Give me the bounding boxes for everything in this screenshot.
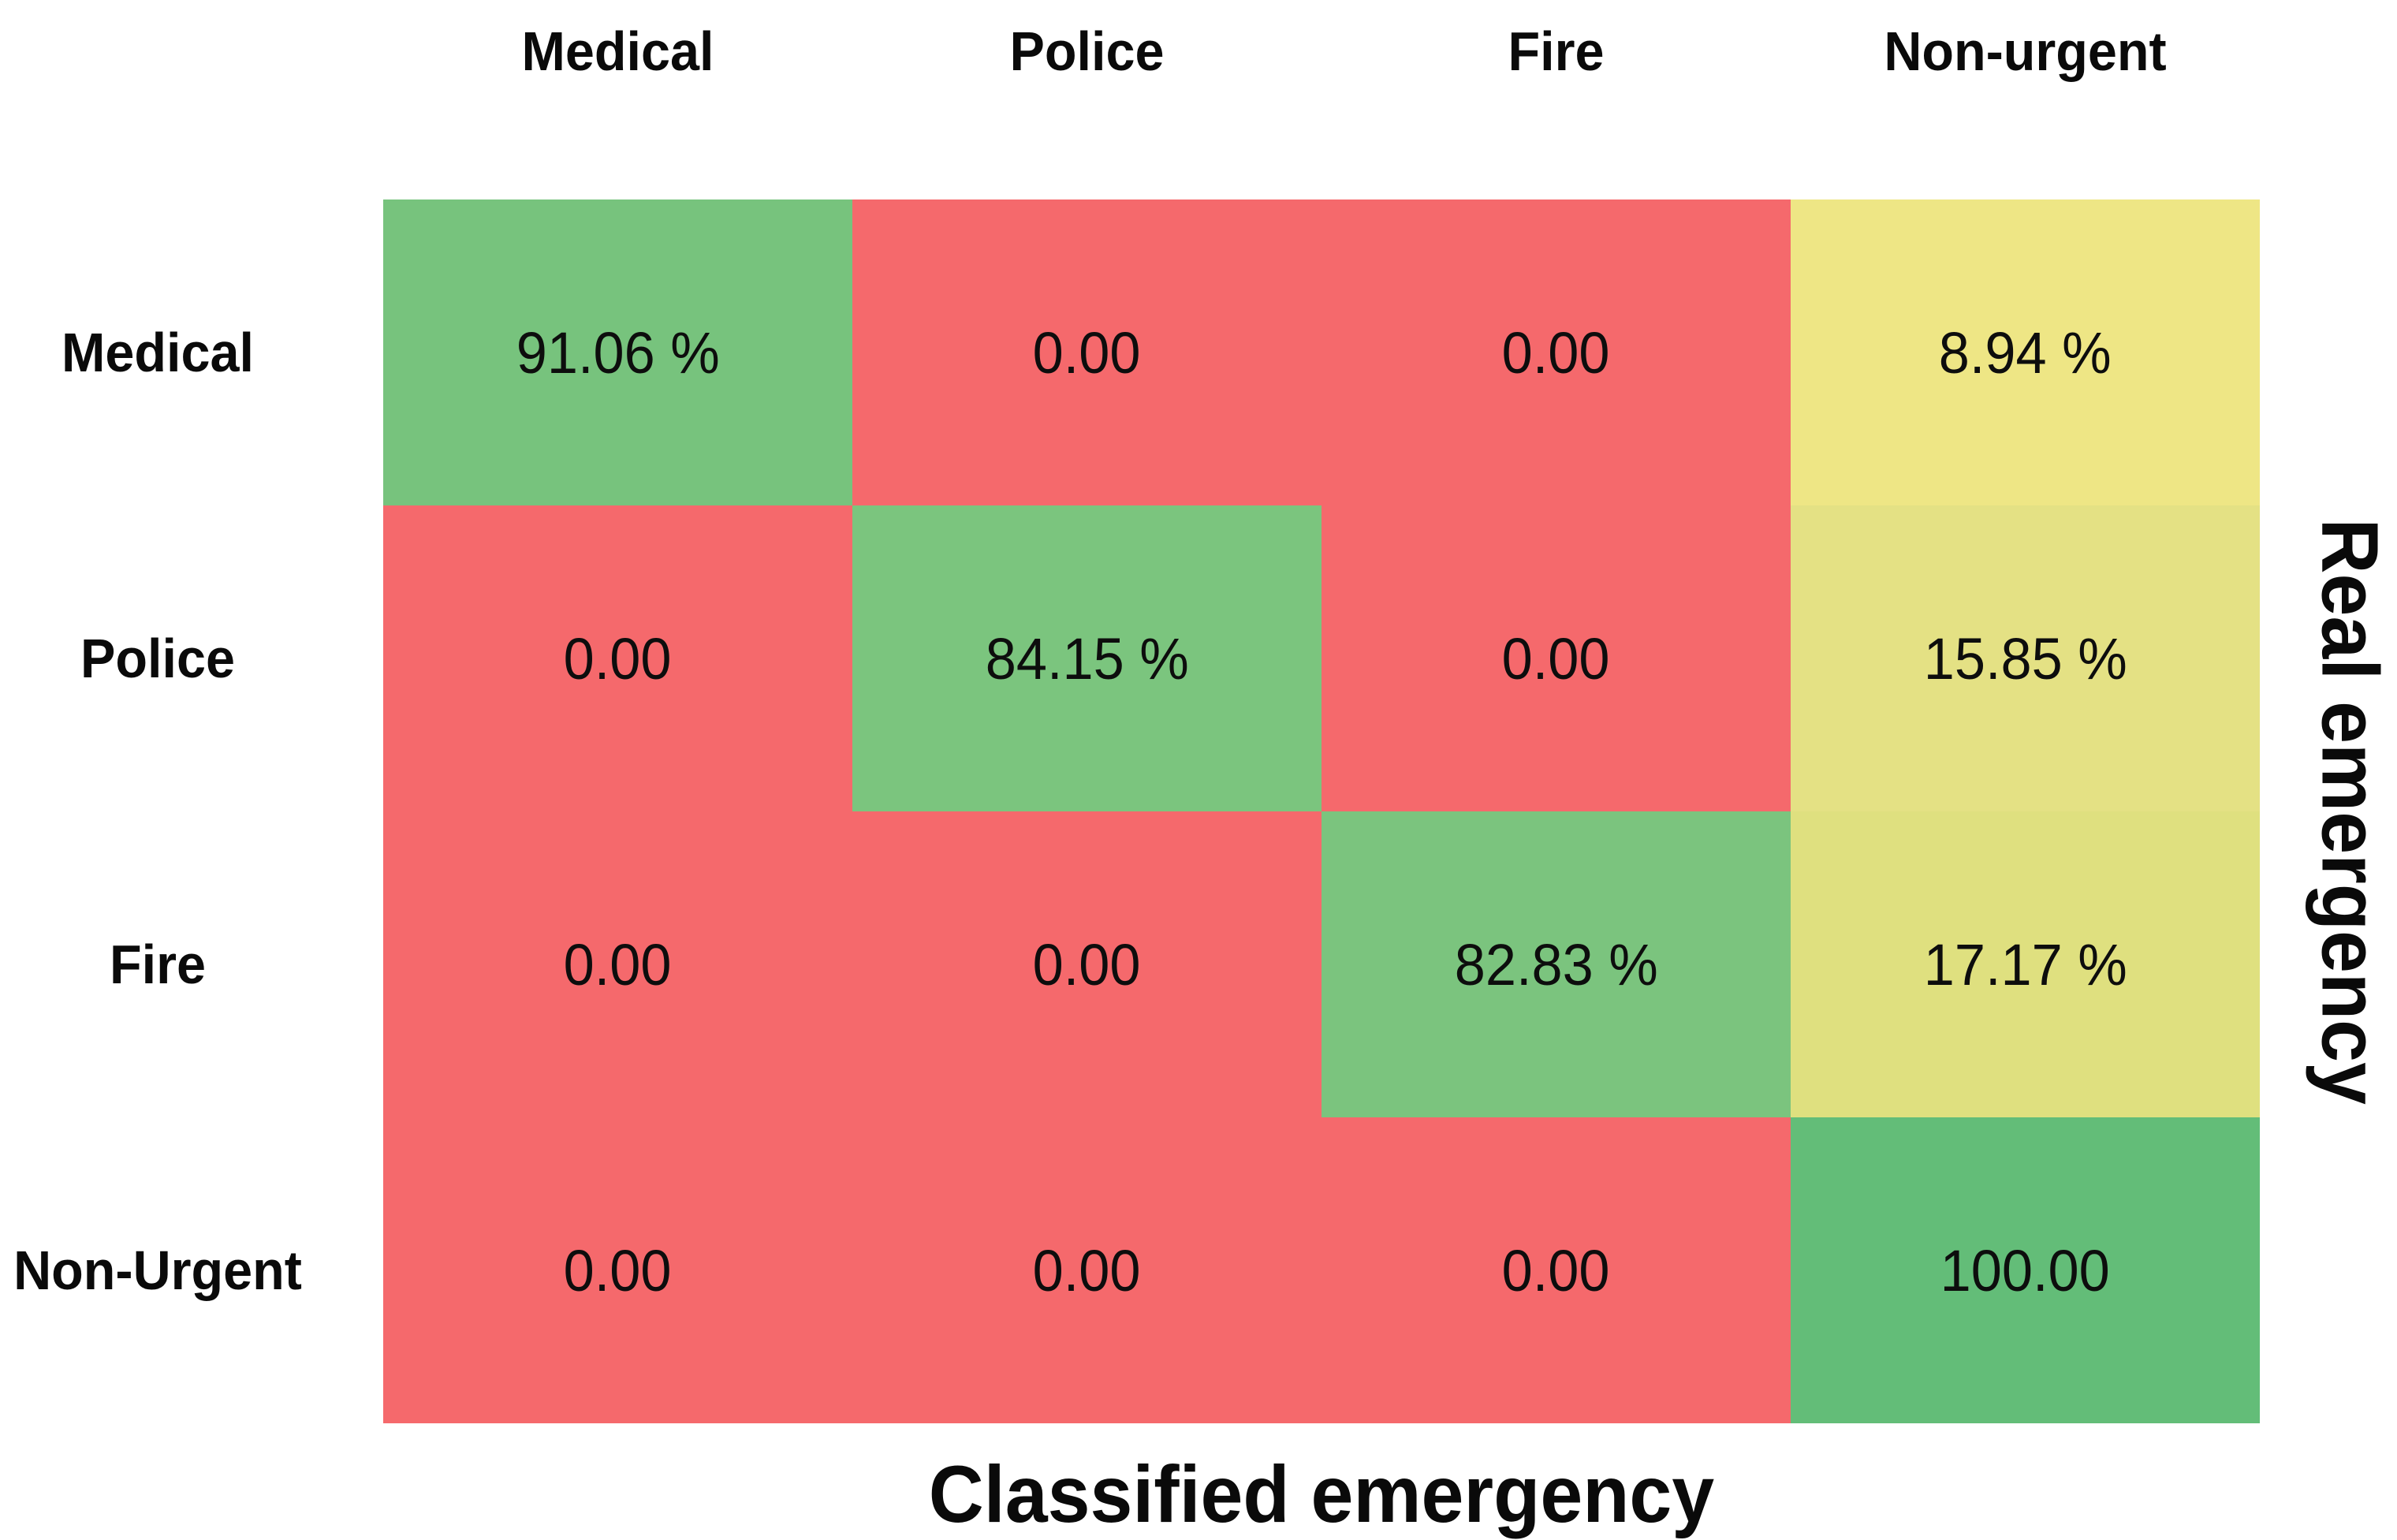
- cell-police-non-urgent: 15.85 %: [1791, 505, 2260, 811]
- column-header-medical: Medical: [521, 21, 714, 82]
- cell-value: 0.00: [1502, 319, 1610, 386]
- cell-non-urgent-fire: 0.00: [1322, 1117, 1791, 1423]
- cell-non-urgent-non-urgent: 100.00: [1791, 1117, 2260, 1423]
- cell-value: 17.17 %: [1923, 931, 2127, 997]
- column-header-non-urgent: Non-urgent: [1884, 21, 2167, 82]
- cell-value: 0.00: [564, 625, 672, 692]
- column-headers: Medical Police Fire Non-urgent: [383, 8, 2260, 95]
- cell-medical-medical: 91.06 %: [383, 199, 852, 505]
- row-label-non-urgent: Non-Urgent: [13, 1240, 302, 1301]
- cell-medical-fire: 0.00: [1322, 199, 1791, 505]
- cell-value: 8.94 %: [1939, 319, 2112, 386]
- cell-value: 100.00: [1940, 1237, 2111, 1303]
- cell-police-medical: 0.00: [383, 505, 852, 811]
- cell-value: 0.00: [1033, 319, 1141, 386]
- cell-value: 91.06 %: [516, 319, 720, 386]
- cell-value: 0.00: [1033, 1237, 1141, 1303]
- cell-value: 0.00: [1033, 931, 1141, 997]
- column-header-police: Police: [1009, 21, 1165, 82]
- cell-police-police: 84.15 %: [852, 505, 1322, 811]
- column-header-fire: Fire: [1508, 21, 1605, 82]
- cell-medical-non-urgent: 8.94 %: [1791, 199, 2260, 505]
- row-label-fire: Fire: [110, 934, 206, 995]
- cell-value: 0.00: [564, 931, 672, 997]
- row-labels: Medical Police Fire Non-Urgent: [0, 199, 315, 1423]
- cell-police-fire: 0.00: [1322, 505, 1791, 811]
- cell-non-urgent-medical: 0.00: [383, 1117, 852, 1423]
- cell-non-urgent-police: 0.00: [852, 1117, 1322, 1423]
- x-axis-title: Classified emergency: [928, 1449, 1715, 1539]
- cell-value: 15.85 %: [1923, 625, 2127, 692]
- cell-value: 84.15 %: [985, 625, 1189, 692]
- cell-fire-police: 0.00: [852, 811, 1322, 1117]
- row-label-medical: Medical: [62, 322, 254, 383]
- cell-value: 82.83 %: [1454, 931, 1658, 997]
- cell-medical-police: 0.00: [852, 199, 1322, 505]
- cell-value: 0.00: [1502, 625, 1610, 692]
- heatmap-grid: 91.06 % 0.00 0.00 8.94 % 0.00 84.15 % 0.…: [383, 199, 2260, 1423]
- cell-value: 0.00: [1502, 1237, 1610, 1303]
- cell-fire-medical: 0.00: [383, 811, 852, 1117]
- cell-fire-fire: 82.83 %: [1322, 811, 1791, 1117]
- cell-fire-non-urgent: 17.17 %: [1791, 811, 2260, 1117]
- y-axis-title: Real emergency: [2305, 518, 2395, 1105]
- cell-value: 0.00: [564, 1237, 672, 1303]
- row-label-police: Police: [80, 628, 235, 689]
